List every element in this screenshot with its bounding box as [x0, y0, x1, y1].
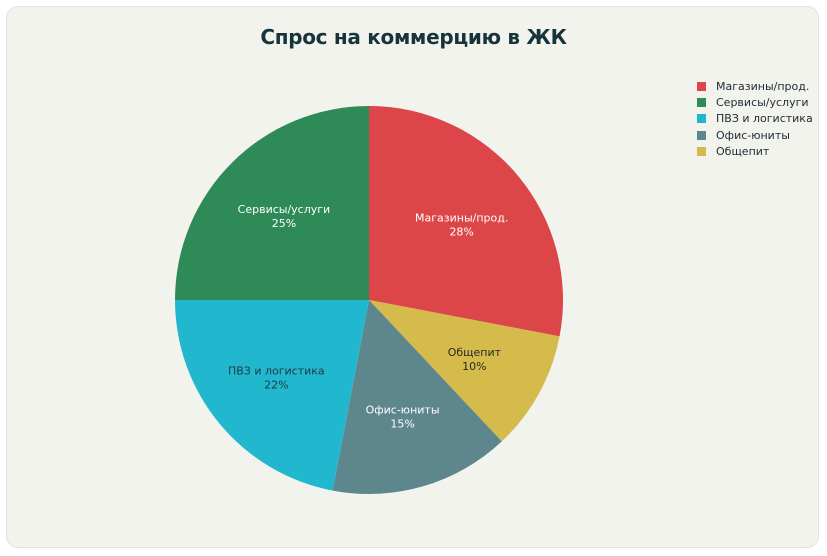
legend-label: Сервисы/услуги	[716, 95, 809, 109]
legend-item: ПВЗ и логистика	[697, 111, 813, 127]
legend-item: Общепит	[697, 143, 813, 159]
pie-slice	[369, 300, 560, 442]
legend-item: Магазины/прод.	[697, 78, 813, 94]
slice-label: Офис-юниты	[366, 404, 440, 417]
legend-item: Офис-юниты	[697, 127, 813, 143]
slice-value-label: 22%	[264, 379, 288, 392]
chart-legend: Магазины/прод. Сервисы/услуги ПВЗ и логи…	[697, 78, 813, 159]
legend-item: Сервисы/услуги	[697, 94, 813, 110]
pie-slice	[175, 300, 369, 491]
pie-slice	[369, 106, 563, 337]
legend-swatch	[697, 114, 706, 124]
legend-label: Магазины/прод.	[716, 79, 810, 93]
legend-label: ПВЗ и логистика	[716, 112, 813, 126]
slice-value-label: 15%	[390, 418, 414, 431]
legend-swatch	[697, 146, 706, 156]
slice-label: Сервисы/услуги	[238, 203, 331, 216]
legend-swatch	[697, 81, 706, 91]
legend-swatch	[697, 97, 706, 107]
slice-value-label: 28%	[449, 225, 473, 238]
slice-value-label: 25%	[272, 217, 296, 230]
slice-label: Общепит	[448, 346, 502, 359]
legend-label: Общепит	[716, 144, 770, 158]
chart-title: Спрос на коммерцию в ЖК	[260, 25, 567, 49]
slice-value-label: 10%	[462, 360, 486, 373]
pie-slice	[332, 300, 502, 494]
slice-label: ПВЗ и логистика	[228, 365, 325, 378]
legend-swatch	[697, 130, 706, 140]
legend-label: Офис-юниты	[716, 128, 790, 142]
slice-label: Магазины/прод.	[415, 211, 508, 224]
pie-slice	[175, 106, 369, 300]
